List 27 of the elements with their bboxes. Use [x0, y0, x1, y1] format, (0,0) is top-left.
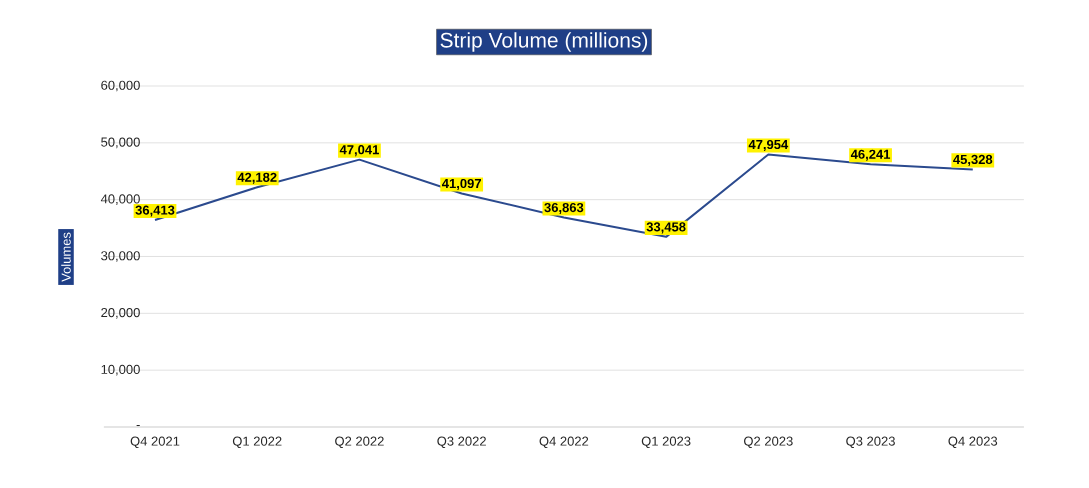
y-tick-label: 60,000 [101, 80, 140, 92]
data-label: 41,097 [441, 178, 481, 190]
y-tick-label: - [136, 425, 140, 427]
x-tick-label: Q1 2023 [641, 436, 691, 449]
data-label: 42,182 [237, 172, 277, 184]
y-tick-label: 10,000 [101, 364, 140, 376]
x-tick-label: Q2 2022 [335, 436, 384, 449]
x-tick-label: Q1 2022 [232, 436, 282, 449]
chart-title: Strip Volume (millions) [440, 32, 648, 52]
data-label: 47,954 [748, 139, 789, 151]
x-tick-label: Q2 2023 [744, 436, 793, 449]
x-tick-label: Q3 2023 [846, 436, 895, 449]
y-tick-label: 30,000 [101, 251, 140, 262]
x-tick-label: Q3 2022 [437, 436, 486, 449]
y-axis-title: Volumes [61, 232, 71, 282]
data-label: 36,863 [544, 202, 584, 215]
y-tick-label: 20,000 [101, 307, 140, 319]
data-label: 45,328 [953, 154, 993, 166]
x-tick-label: Q4 2021 [130, 436, 180, 449]
data-label: 47,041 [339, 145, 379, 157]
data-label: 36,413 [135, 205, 175, 217]
x-tick-label: Q4 2023 [948, 436, 998, 449]
y-tick-label: 40,000 [100, 194, 140, 206]
data-label: 46,241 [850, 149, 891, 161]
y-tick-label: 50,000 [101, 137, 140, 149]
x-tick-label: Q4 2022 [539, 436, 589, 449]
data-label: 33,458 [646, 222, 686, 234]
